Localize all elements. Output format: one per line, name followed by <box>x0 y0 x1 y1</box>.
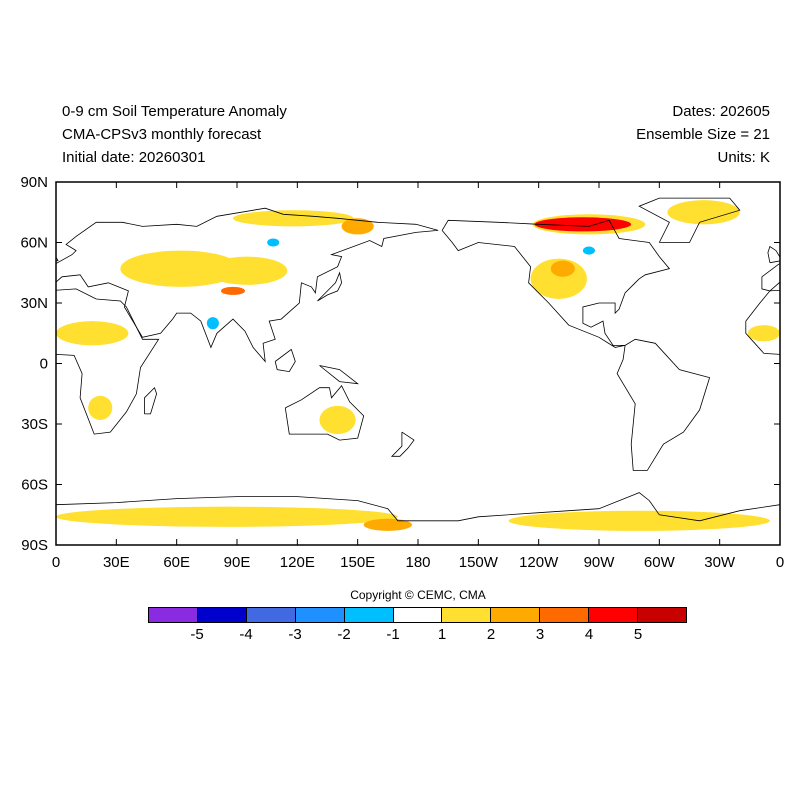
colorbar-label: 2 <box>486 626 496 643</box>
colorbar-label: -2 <box>337 626 351 643</box>
anomaly-region-siberia-cold <box>267 238 280 247</box>
subtitle: CMA-CPSv3 monthly forecast <box>62 126 262 143</box>
colorbar-swatch <box>393 608 443 622</box>
lon-label: 150E <box>340 554 375 571</box>
lon-label: 90E <box>224 554 251 571</box>
anomaly-region-greenland <box>667 200 740 225</box>
lon-label: 0 <box>52 554 60 571</box>
coastline-africa <box>56 288 160 435</box>
coastline-newzealand <box>390 431 415 457</box>
colorbar-label: -1 <box>386 626 400 643</box>
lat-label: 0 <box>40 356 48 373</box>
lat-label: 60N <box>20 235 48 252</box>
anomaly-region-sahel <box>56 321 129 346</box>
coastline-africa <box>745 289 780 355</box>
lon-label: 0 <box>776 554 784 571</box>
title: 0-9 cm Soil Temperature Anomaly <box>62 103 287 120</box>
info-block: Dates: 202605 Ensemble Size = 21 Units: … <box>636 100 770 169</box>
colorbar-swatch <box>442 608 492 622</box>
lat-label: 90N <box>20 174 48 191</box>
lat-label: 90S <box>21 537 48 554</box>
title-block: 0-9 cm Soil Temperature Anomaly CMA-CPSv… <box>62 100 287 169</box>
lat-label: 30S <box>21 416 48 433</box>
lon-label: 180 <box>405 554 430 571</box>
lat-label: 30N <box>20 295 48 312</box>
lon-label: 60W <box>644 554 676 571</box>
ensemble-size: Ensemble Size = 21 <box>636 126 770 143</box>
coastline-namerica <box>441 219 671 348</box>
colorbar-label: 4 <box>584 626 594 643</box>
colorbar-label: -5 <box>190 626 204 643</box>
lon-label: 90W <box>584 554 616 571</box>
anomaly-region-north-siberia <box>232 210 354 227</box>
colorbar-label: 1 <box>437 626 447 643</box>
anomaly-region-antarctica-west <box>508 510 770 531</box>
colorbar-swatch <box>295 608 345 622</box>
coastline-greenland <box>638 197 741 243</box>
coastline-antarctica <box>56 492 780 522</box>
anomaly-region-india-cold <box>206 317 219 330</box>
coastline-eurasia <box>56 207 439 363</box>
colorbar-label: -4 <box>239 626 253 643</box>
anomaly-region-greenland <box>0 200 16 224</box>
coastline-newguinea <box>319 365 360 385</box>
lat-label: 60S <box>21 477 48 494</box>
anomaly-region-east-siberia <box>341 218 374 235</box>
colorbar-swatch <box>246 608 296 622</box>
colorbar-label: -3 <box>288 626 302 643</box>
coastline-australia <box>284 384 365 441</box>
anomaly-region-central-asia <box>120 250 242 287</box>
anomaly-region-antarctica-east <box>56 506 398 527</box>
colorbar-swatch <box>491 608 541 622</box>
copyright: Copyright © CEMC, CMA <box>350 588 486 602</box>
anomaly-region-western-us-core <box>550 260 575 277</box>
lon-label: 30E <box>103 554 130 571</box>
anomaly-fills <box>0 200 800 531</box>
anomaly-region-west-africa <box>747 325 780 342</box>
colorbar-swatch <box>149 608 198 622</box>
colorbar-swatch <box>197 608 247 622</box>
anomaly-region-canada-cold <box>582 246 595 255</box>
coastline-borneo <box>274 348 296 373</box>
anomaly-region-australia <box>319 405 356 435</box>
map-frame <box>55 181 781 546</box>
coastline-antarctica <box>779 504 780 505</box>
anomaly-region-southern-africa <box>88 395 113 420</box>
lon-label: 150W <box>459 554 499 571</box>
anomaly-region-mongolia <box>206 256 288 285</box>
units: Units: K <box>717 149 770 166</box>
colorbar-swatch <box>344 608 394 622</box>
anomaly-region-antarctica-west <box>0 511 46 531</box>
anomaly-region-west-africa <box>24 325 56 341</box>
colorbar-swatch <box>540 608 590 622</box>
coastline-japan <box>317 271 343 302</box>
coastline-madagascar <box>144 386 158 415</box>
anomaly-region-antarctica-east <box>780 507 800 527</box>
colorbar-label: 5 <box>633 626 643 643</box>
anomaly-region-tibet <box>220 286 246 295</box>
lon-label: 30W <box>704 554 736 571</box>
initial-date: Initial date: 20260301 <box>62 149 206 166</box>
dates: Dates: 202605 <box>672 103 770 120</box>
colorbar <box>148 607 687 623</box>
coastline-samerica <box>616 338 711 471</box>
lon-label: 120W <box>519 554 559 571</box>
anomaly-region-sahel <box>780 321 800 345</box>
colorbar-swatch <box>589 608 639 622</box>
colorbar-label: 3 <box>535 626 545 643</box>
lon-label: 120E <box>280 554 315 571</box>
lon-label: 60E <box>163 554 190 571</box>
coastlines <box>56 197 780 522</box>
colorbar-swatch <box>638 608 686 622</box>
anomaly-region-antarctica-ross <box>363 518 412 531</box>
